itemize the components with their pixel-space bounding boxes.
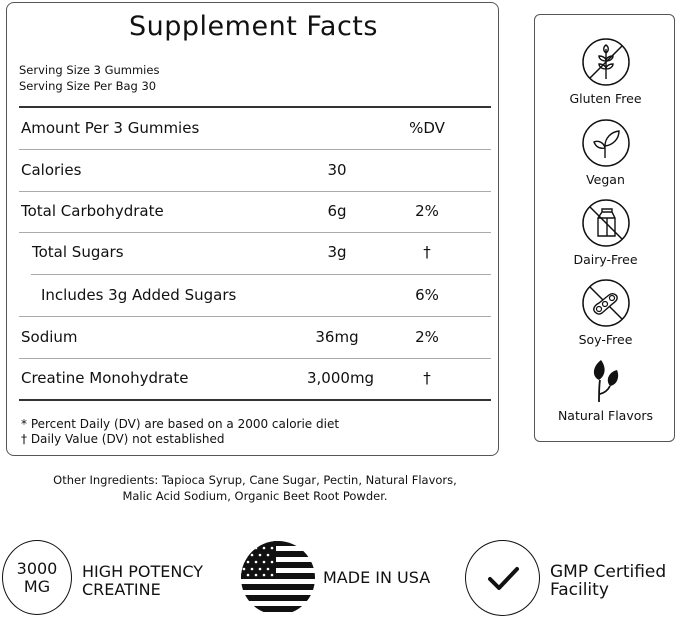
serving-size: Serving Size 3 Gummies <box>19 63 160 77</box>
table-row: Sodium 36mg 2% <box>7 316 500 357</box>
gmp-text: GMP Certified Facility <box>550 563 666 599</box>
row-dv: 2% <box>415 328 439 346</box>
badges-panel: Gluten Free Vegan Dairy-Free Soy-Free Na… <box>534 14 675 442</box>
badge-gluten-free: Gluten Free <box>535 37 676 106</box>
row-dv: † <box>423 243 431 261</box>
row-amount: 36mg <box>315 328 359 346</box>
footnote: † Daily Value (DV) not established <box>21 432 225 446</box>
no-soy-icon <box>581 279 630 327</box>
us-flag-icon <box>241 541 315 615</box>
ingredients-line: Malic Acid Sodium, Organic Beet Root Pow… <box>122 489 388 503</box>
row-amount: 6g <box>327 202 347 220</box>
divider <box>19 149 491 150</box>
no-wheat-icon <box>581 38 630 86</box>
potency-line: CREATINE <box>82 580 161 599</box>
facts-header-row: Amount Per 3 Gummies %DV <box>7 107 500 148</box>
table-row: Total Sugars 3g † <box>7 231 500 272</box>
divider <box>19 316 491 317</box>
row-label: Creatine Monohydrate <box>21 369 189 387</box>
potency-unit: MG <box>23 577 51 596</box>
table-row: Calories 30 <box>7 149 500 190</box>
plant-icon <box>581 119 630 167</box>
row-label: Includes 3g Added Sugars <box>41 286 237 304</box>
divider <box>19 191 491 192</box>
potency-text: HIGH POTENCY CREATINE <box>82 563 203 599</box>
gmp-badge <box>465 540 540 616</box>
gmp-line: GMP Certified <box>550 562 667 582</box>
row-label: Total Carbohydrate <box>21 202 164 220</box>
table-row: Total Carbohydrate 6g 2% <box>7 190 500 231</box>
made-in-usa-text: MADE IN USA <box>323 568 431 587</box>
table-row: Creatine Monohydrate 3,000mg † <box>7 357 500 398</box>
badge-vegan: Vegan <box>535 118 676 187</box>
facts-title: Supplement Facts <box>129 11 378 42</box>
header-label: Amount Per 3 Gummies <box>21 119 200 137</box>
potency-badge: 3000 MG <box>2 540 72 615</box>
checkmark-icon <box>488 567 519 590</box>
row-label: Sodium <box>21 328 78 346</box>
supplement-facts-panel: Supplement Facts Serving Size 3 Gummies … <box>6 2 499 456</box>
row-dv: † <box>423 369 431 387</box>
servings-per-bag: Serving Size Per Bag 30 <box>19 79 157 93</box>
ingredients-line: Other Ingredients: Tapioca Syrup, Cane S… <box>53 473 457 487</box>
badge-label: Dairy-Free <box>573 252 638 267</box>
no-milk-icon <box>581 199 630 247</box>
badge-soy-free: Soy-Free <box>535 278 676 347</box>
badge-dairy-free: Dairy-Free <box>535 198 676 267</box>
row-label: Calories <box>21 161 82 179</box>
badge-label: Natural Flavors <box>557 408 654 423</box>
other-ingredients: Other Ingredients: Tapioca Syrup, Cane S… <box>0 472 510 504</box>
table-row: Includes 3g Added Sugars 6% <box>7 274 500 315</box>
row-amount: 3,000mg <box>307 369 375 387</box>
header-dv: %DV <box>409 119 445 137</box>
badge-label: Vegan <box>586 172 625 187</box>
footnote: * Percent Daily (DV) are based on a 2000… <box>21 417 340 431</box>
row-dv: 6% <box>415 286 439 304</box>
divider <box>19 358 491 359</box>
row-label: Total Sugars <box>32 243 124 261</box>
badge-label: Soy-Free <box>578 332 633 347</box>
row-amount: 30 <box>327 161 347 179</box>
divider <box>19 232 491 233</box>
leaves-icon <box>593 360 618 403</box>
divider <box>19 106 491 108</box>
divider <box>19 399 491 401</box>
badge-label: Gluten Free <box>569 91 642 106</box>
potency-line: HIGH POTENCY <box>82 562 204 581</box>
badge-natural-flavors: Natural Flavors <box>535 358 676 423</box>
divider <box>31 274 491 275</box>
row-amount: 3g <box>327 243 347 261</box>
gmp-line: Facility <box>550 580 609 600</box>
row-dv: 2% <box>415 202 439 220</box>
potency-amount: 3000 <box>16 559 58 578</box>
